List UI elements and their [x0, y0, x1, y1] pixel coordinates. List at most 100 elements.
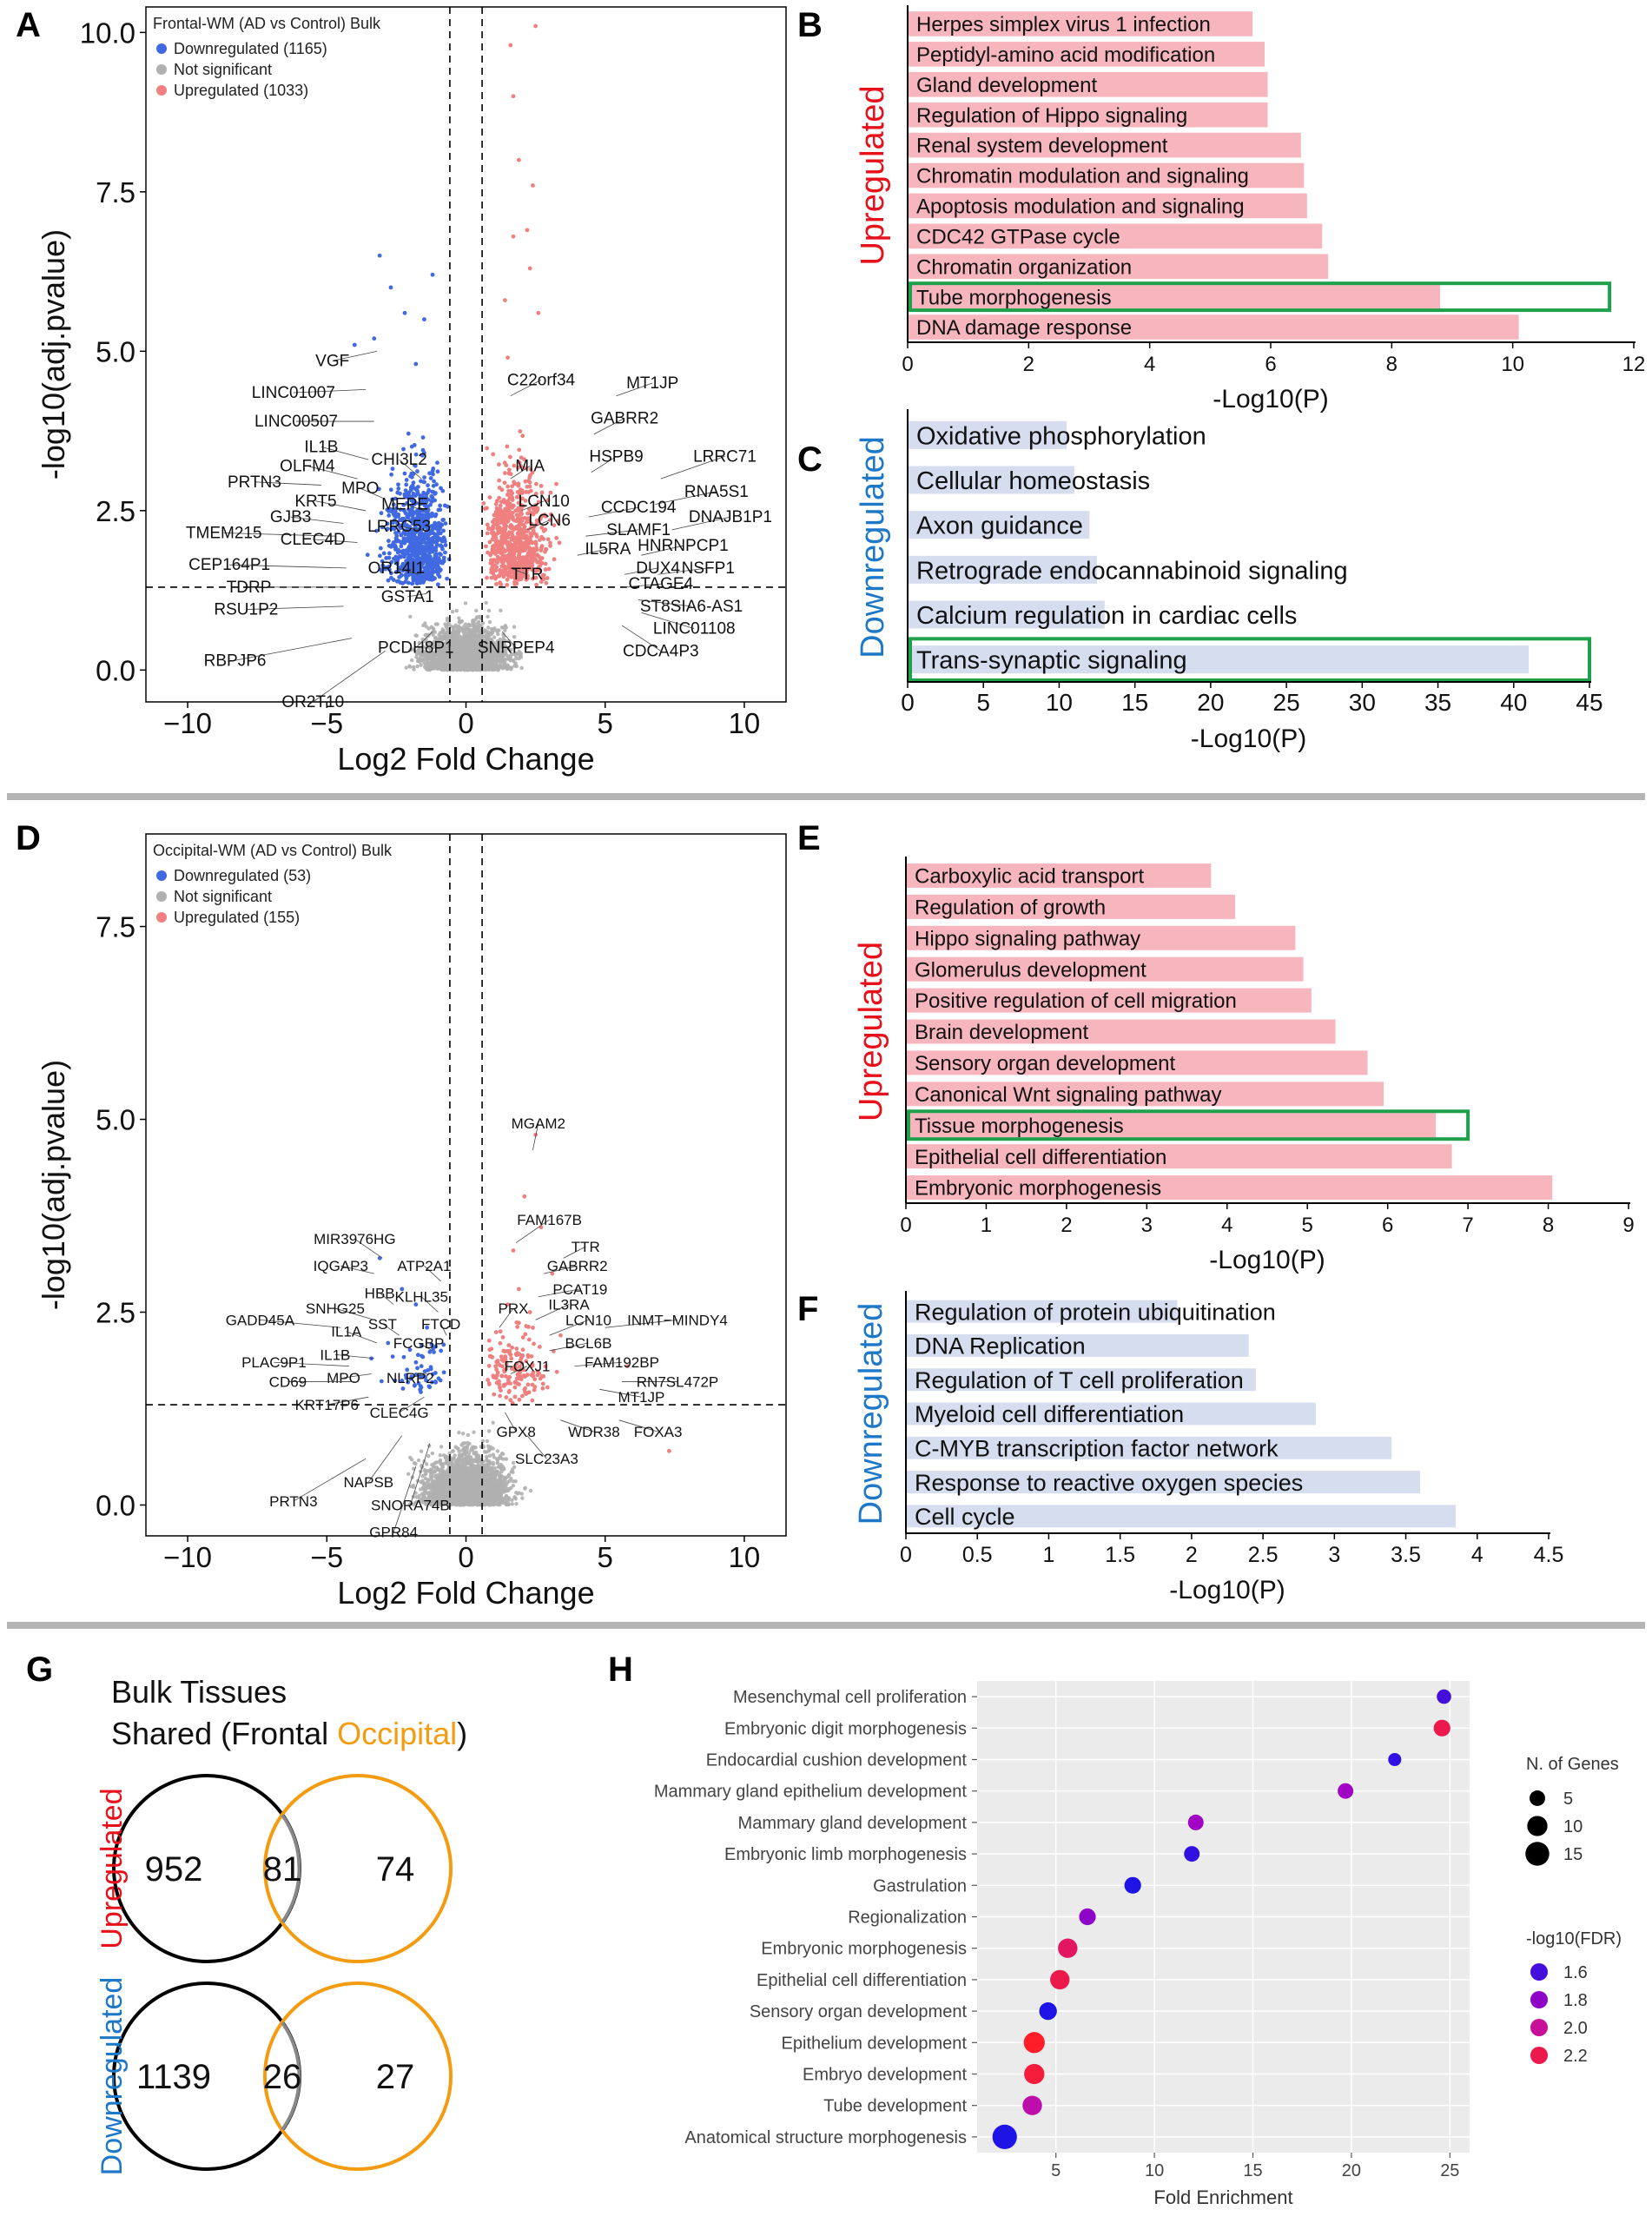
- point-ns: [451, 666, 456, 671]
- point-up: [531, 557, 536, 562]
- bar-label: CDC42 GTPase cycle: [916, 225, 1120, 248]
- point-ns: [486, 625, 491, 630]
- point-up: [541, 537, 546, 541]
- gene-label: CEP164P1: [188, 556, 270, 574]
- point-down: [395, 550, 400, 555]
- point-up: [485, 522, 490, 527]
- point-down: [401, 536, 406, 541]
- point-up: [508, 43, 513, 48]
- bar-label: Retrograde endocannabinoid signaling: [916, 557, 1348, 585]
- point-up: [516, 481, 521, 486]
- bar-label: Trans-synaptic signaling: [916, 647, 1187, 675]
- point-ns: [459, 640, 464, 645]
- point-ns: [472, 648, 477, 652]
- point-ns: [408, 614, 413, 619]
- point-down: [389, 472, 394, 477]
- gene-label: LCN6: [528, 512, 571, 530]
- point-down: [436, 529, 441, 534]
- point-up: [517, 533, 522, 537]
- point-up: [499, 507, 503, 513]
- point-down: [438, 507, 443, 513]
- point-up: [546, 566, 552, 572]
- point-up: [554, 535, 559, 540]
- x-tick-label: 0: [902, 353, 913, 376]
- point-down: [422, 480, 426, 485]
- point-down: [404, 478, 409, 482]
- point-up: [517, 557, 522, 562]
- gene-label: LINC00507: [254, 413, 338, 431]
- point-up: [502, 298, 507, 303]
- point-ns: [445, 616, 450, 621]
- point-down: [443, 521, 448, 526]
- point-ns: [442, 631, 446, 635]
- point-down: [411, 480, 416, 485]
- y-tick-label: 7.5: [96, 176, 135, 208]
- separator-2: [7, 1622, 1645, 1629]
- point-down: [433, 533, 438, 538]
- point-up: [514, 513, 519, 518]
- point-up: [506, 560, 512, 566]
- point-down: [440, 518, 446, 523]
- point-ns: [433, 622, 438, 626]
- point-down: [377, 253, 382, 258]
- bar-label: Chromatin organization: [916, 255, 1132, 279]
- point-down: [430, 561, 435, 566]
- point-ns: [474, 608, 479, 613]
- point-ns: [464, 631, 468, 636]
- point-down: [386, 539, 391, 544]
- point-ns: [492, 666, 498, 671]
- point-up: [517, 527, 522, 533]
- point-up: [539, 548, 544, 552]
- point-up: [518, 543, 523, 548]
- gene-label: CLEC4D: [281, 531, 346, 549]
- point-up: [510, 545, 515, 550]
- point-ns: [464, 626, 468, 631]
- point-ns: [454, 631, 459, 635]
- point-up: [516, 552, 521, 558]
- point-ns: [427, 667, 432, 672]
- point-ns: [454, 659, 459, 664]
- x-tick-label: 20: [1197, 689, 1224, 716]
- point-up: [521, 534, 526, 539]
- x-tick-label: 0: [458, 707, 473, 739]
- point-up: [521, 543, 526, 547]
- point-up: [506, 506, 511, 510]
- x-tick-label: 25: [1273, 689, 1300, 716]
- point-up: [552, 557, 557, 562]
- point-down: [445, 576, 450, 581]
- point-ns: [413, 633, 418, 638]
- point-up: [513, 508, 519, 513]
- gene-label: HNRNPCP1: [638, 537, 729, 555]
- point-ns: [475, 626, 480, 631]
- point-up: [494, 582, 499, 586]
- point-ns: [440, 627, 445, 632]
- point-down: [412, 443, 417, 447]
- point-ns: [486, 659, 491, 664]
- point-down: [413, 361, 419, 367]
- point-ns: [421, 623, 426, 628]
- gene-label: LRRC53: [367, 518, 431, 536]
- point-up: [533, 481, 539, 486]
- legend-key: [156, 64, 167, 75]
- bar-label: Apoptosis modulation and signaling: [916, 195, 1245, 219]
- point-down: [422, 539, 427, 545]
- gene-label: PRTN3: [228, 473, 281, 492]
- point-down: [410, 581, 415, 586]
- panel-letter-g: G: [26, 1651, 53, 1689]
- point-ns: [409, 658, 414, 663]
- point-down: [415, 543, 420, 548]
- gene-label: SNRPEP4: [478, 639, 555, 658]
- point-up: [503, 471, 507, 475]
- direction-label: Upregulated: [855, 85, 891, 265]
- gene-label: GABRR2: [591, 409, 658, 427]
- panel-letter-f: F: [797, 1290, 818, 1328]
- x-tick-label: 10: [1501, 353, 1524, 376]
- point-down: [436, 520, 441, 526]
- point-ns: [460, 663, 466, 668]
- point-up: [496, 525, 501, 530]
- y-tick-label: 0.0: [96, 654, 135, 686]
- point-up: [507, 454, 512, 460]
- point-up: [545, 576, 550, 580]
- point-up: [485, 531, 490, 536]
